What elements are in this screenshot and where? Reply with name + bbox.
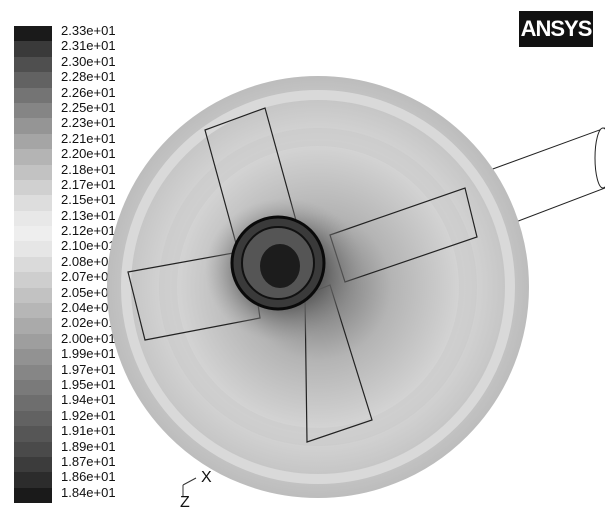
legend-swatch — [14, 349, 52, 365]
legend-swatch — [14, 287, 52, 304]
legend-swatch — [14, 179, 52, 196]
legend-label: 1.86e+01 — [61, 469, 116, 485]
legend-label: 1.99e+01 — [61, 346, 116, 362]
legend-label: 2.21e+01 — [61, 130, 116, 146]
legend-label: 2.33e+01 — [61, 23, 116, 38]
legend-label: 2.15e+01 — [61, 192, 116, 208]
legend-swatch — [14, 241, 52, 257]
legend-label: 1.95e+01 — [61, 376, 116, 392]
legend-label: 1.84e+01 — [61, 484, 116, 500]
legend-swatch — [14, 379, 52, 396]
legend-label: 1.89e+01 — [61, 438, 116, 454]
color-legend-bar — [14, 26, 52, 504]
legend-label: 2.02e+01 — [61, 315, 116, 331]
legend-swatch — [14, 410, 52, 427]
legend-swatch — [14, 256, 52, 273]
legend-label: 1.87e+01 — [61, 453, 116, 469]
legend-label: 1.92e+01 — [61, 407, 116, 423]
legend-label: 2.00e+01 — [61, 330, 116, 346]
ansys-logo: ANSYS — [519, 11, 593, 47]
axis-x-label: X — [201, 469, 212, 486]
legend-label: 2.25e+01 — [61, 99, 116, 115]
legend-swatch — [14, 395, 52, 411]
legend-swatch — [14, 118, 52, 134]
legend-swatch — [14, 333, 52, 350]
legend-swatch — [14, 318, 52, 334]
legend-swatch — [14, 210, 52, 227]
axis-z-label: Z — [180, 494, 190, 511]
legend-label: 2.13e+01 — [61, 207, 116, 223]
legend-swatch — [14, 87, 52, 103]
axis-triad — [182, 477, 197, 497]
legend-label: 2.05e+01 — [61, 284, 116, 300]
color-legend-labels: 2.33e+01 2.31e+01 2.30e+01 2.28e+01 2.26e+01… — [61, 23, 141, 500]
legend-swatch — [14, 195, 52, 211]
legend-swatch — [14, 441, 52, 457]
legend-swatch — [14, 472, 52, 488]
legend-label: 2.30e+01 — [61, 53, 116, 69]
legend-label: 2.04e+01 — [61, 300, 116, 316]
legend-label: 2.26e+01 — [61, 84, 116, 100]
impeller-shaft — [230, 215, 326, 311]
legend-label: 2.31e+01 — [61, 38, 116, 54]
legend-label: 2.08e+01 — [61, 253, 116, 269]
legend-label: 2.23e+01 — [61, 115, 116, 131]
legend-swatch — [14, 56, 52, 73]
legend-swatch — [14, 226, 52, 242]
legend-label: 2.12e+01 — [61, 223, 116, 239]
legend-label: 1.94e+01 — [61, 392, 116, 408]
legend-swatch — [14, 72, 52, 88]
legend-swatch — [14, 102, 52, 119]
legend-swatch — [14, 164, 52, 180]
legend-label: 2.20e+01 — [61, 146, 116, 162]
legend-swatch — [14, 26, 52, 42]
legend-label: 2.10e+01 — [61, 238, 116, 254]
legend-swatch — [14, 41, 52, 57]
legend-swatch — [14, 364, 52, 380]
legend-swatch — [14, 426, 52, 442]
legend-label: 2.07e+01 — [61, 269, 116, 285]
legend-label: 2.17e+01 — [61, 176, 116, 192]
legend-swatch — [14, 272, 52, 288]
legend-label: 2.28e+01 — [61, 69, 116, 85]
legend-swatch — [14, 303, 52, 319]
legend-label: 1.97e+01 — [61, 361, 116, 377]
legend-label: 1.91e+01 — [61, 423, 116, 439]
legend-swatch — [14, 487, 52, 504]
legend-swatch — [14, 149, 52, 165]
legend-label: 2.18e+01 — [61, 161, 116, 177]
legend-swatch — [14, 456, 52, 473]
legend-swatch — [14, 133, 52, 150]
